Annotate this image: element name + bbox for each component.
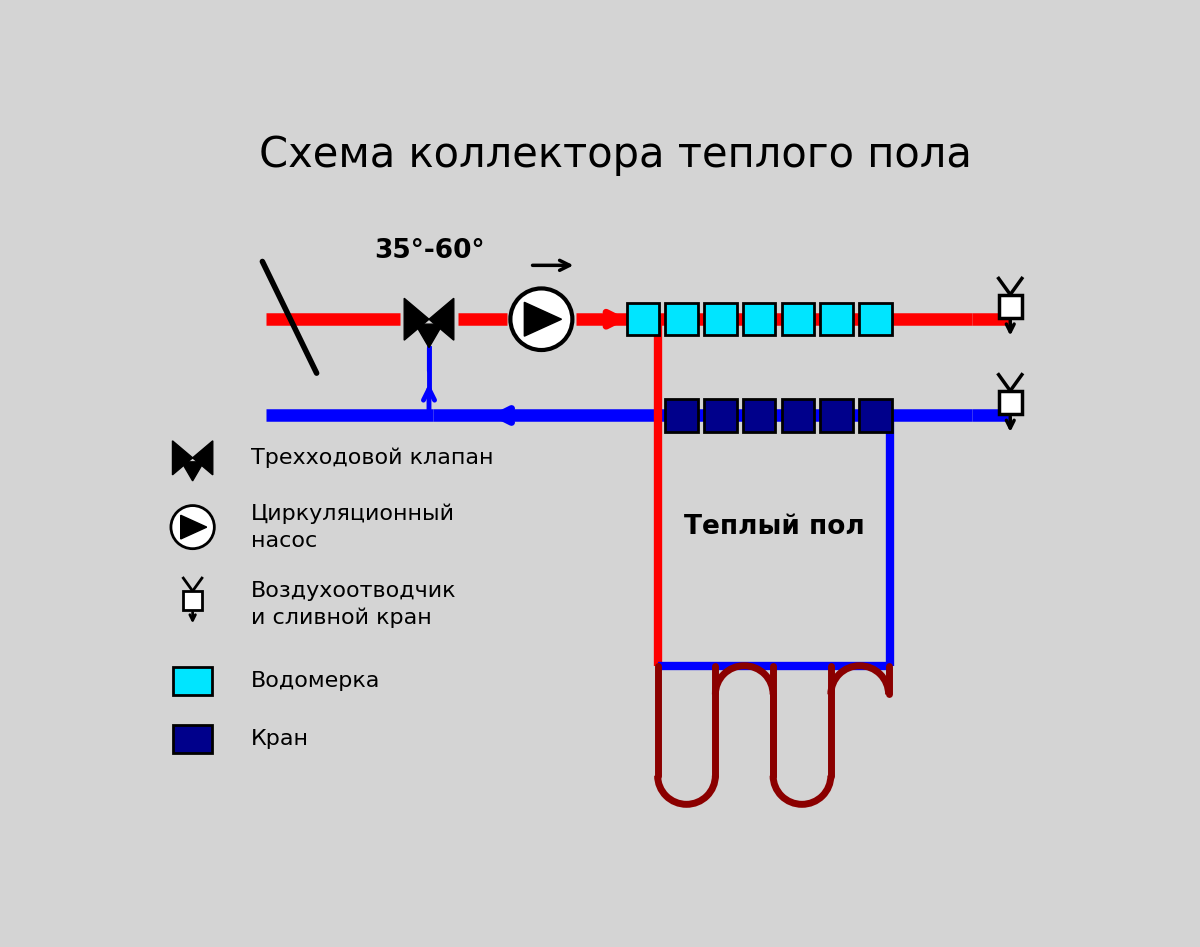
Text: Воздухоотводчик
и сливной кран: Воздухоотводчик и сливной кран (251, 581, 456, 628)
Text: Циркуляционный
насос: Циркуляционный насос (251, 504, 455, 550)
Polygon shape (181, 515, 206, 539)
FancyBboxPatch shape (665, 400, 698, 432)
FancyBboxPatch shape (998, 391, 1022, 414)
FancyBboxPatch shape (998, 295, 1022, 317)
FancyBboxPatch shape (173, 668, 212, 695)
Circle shape (510, 289, 572, 350)
FancyBboxPatch shape (821, 303, 853, 335)
Polygon shape (173, 440, 193, 474)
Polygon shape (415, 324, 443, 348)
FancyBboxPatch shape (743, 303, 775, 335)
FancyBboxPatch shape (859, 303, 892, 335)
FancyBboxPatch shape (781, 303, 814, 335)
Text: Теплый пол: Теплый пол (684, 514, 864, 540)
FancyBboxPatch shape (626, 303, 659, 335)
Polygon shape (193, 440, 212, 474)
FancyBboxPatch shape (821, 400, 853, 432)
Text: Кран: Кран (251, 729, 308, 749)
FancyBboxPatch shape (859, 400, 892, 432)
FancyBboxPatch shape (781, 400, 814, 432)
Text: Трехходовой клапан: Трехходовой клапан (251, 448, 493, 468)
FancyBboxPatch shape (184, 591, 202, 610)
Polygon shape (181, 462, 204, 481)
Polygon shape (404, 298, 430, 340)
Text: Водомерка: Водомерка (251, 671, 380, 691)
FancyBboxPatch shape (704, 400, 737, 432)
Polygon shape (524, 302, 562, 336)
Text: 35°-60°: 35°-60° (373, 238, 485, 264)
FancyBboxPatch shape (704, 303, 737, 335)
Polygon shape (430, 298, 454, 340)
FancyBboxPatch shape (173, 725, 212, 753)
Text: Схема коллектора теплого пола: Схема коллектора теплого пола (258, 134, 972, 176)
Circle shape (170, 506, 215, 548)
FancyBboxPatch shape (665, 303, 698, 335)
FancyBboxPatch shape (743, 400, 775, 432)
